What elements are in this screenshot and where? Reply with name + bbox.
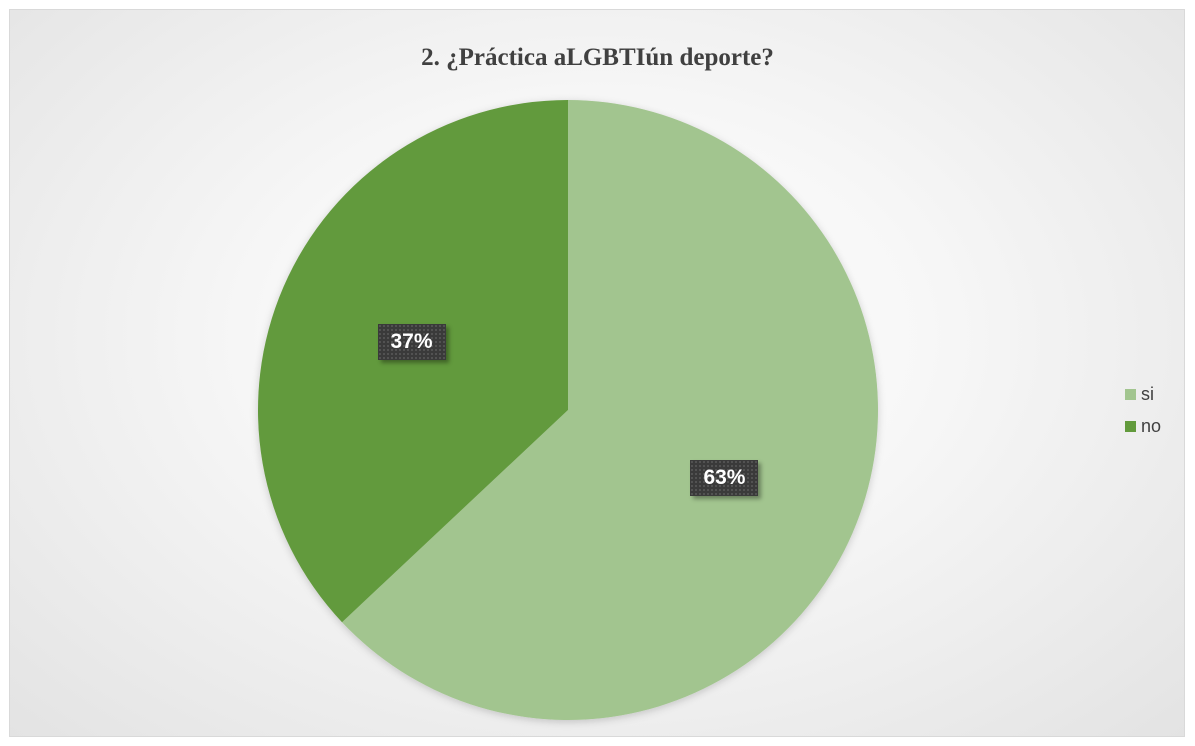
- legend-swatch-si: [1125, 388, 1136, 400]
- legend: si no: [1125, 378, 1161, 442]
- legend-label-si: si: [1141, 383, 1154, 404]
- data-label-si: 63%: [690, 459, 759, 496]
- pie-slice-si: [342, 100, 878, 721]
- chart-title: 2. ¿Práctica aLGBTIún deporte?: [421, 44, 774, 71]
- legend-item-no: no: [1125, 410, 1161, 442]
- legend-item-si: si: [1125, 378, 1161, 410]
- legend-swatch-no: [1125, 420, 1136, 432]
- pie-slice-no: [257, 99, 568, 623]
- legend-label-no: no: [1141, 415, 1162, 436]
- data-label-no: 37%: [377, 324, 446, 361]
